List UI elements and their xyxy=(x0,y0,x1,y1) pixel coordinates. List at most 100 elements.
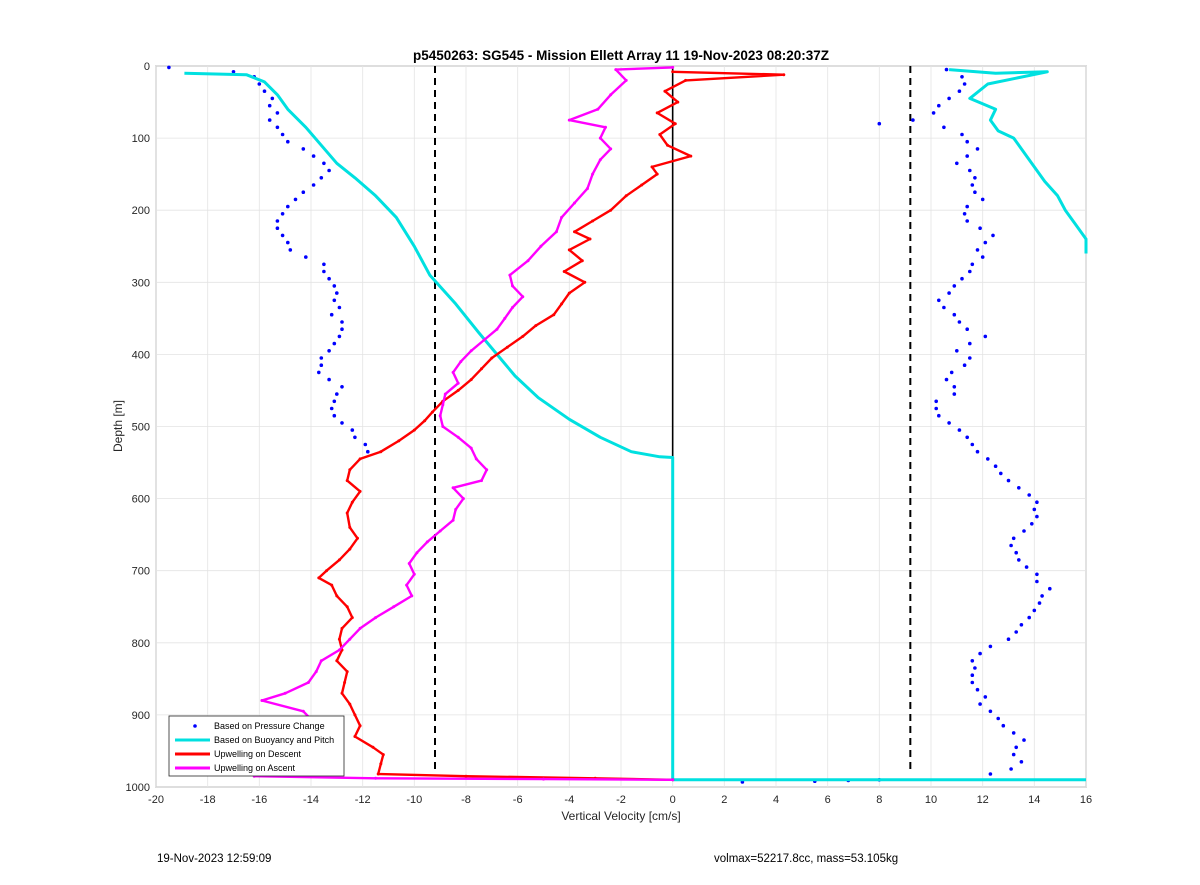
data-point xyxy=(469,349,473,353)
data-point xyxy=(332,341,337,346)
data-point xyxy=(327,377,331,382)
data-point xyxy=(379,762,383,766)
data-point xyxy=(503,316,507,320)
data-point xyxy=(980,197,985,202)
data-point xyxy=(1032,608,1037,613)
data-point xyxy=(329,312,334,317)
x-tick-label: 6 xyxy=(825,794,831,806)
legend-label: Upwelling on Ascent xyxy=(214,763,296,773)
data-point xyxy=(960,132,964,137)
data-point xyxy=(495,327,499,331)
series-line xyxy=(948,68,1088,254)
data-point xyxy=(286,139,290,144)
data-point xyxy=(684,78,688,82)
data-point xyxy=(526,259,530,263)
data-point xyxy=(280,212,285,216)
data-point xyxy=(461,497,465,501)
data-point xyxy=(965,219,969,223)
x-tick-label: -8 xyxy=(461,794,471,806)
data-point xyxy=(567,248,571,252)
data-point xyxy=(1019,760,1024,764)
data-point xyxy=(280,233,285,238)
data-point xyxy=(567,291,571,295)
data-point xyxy=(275,111,280,115)
data-point xyxy=(962,212,967,216)
x-tick-label: 8 xyxy=(876,794,882,806)
data-point xyxy=(968,269,972,274)
series-layer xyxy=(167,65,1088,784)
x-tick-label: -14 xyxy=(303,794,319,806)
data-point xyxy=(539,244,543,248)
data-point xyxy=(591,172,595,176)
data-point xyxy=(1014,745,1018,750)
data-point xyxy=(965,327,969,332)
data-point xyxy=(666,143,669,147)
data-point xyxy=(965,435,969,440)
data-point xyxy=(451,370,455,374)
data-point xyxy=(1014,550,1018,555)
data-point xyxy=(322,161,326,166)
data-point xyxy=(348,468,352,472)
data-point xyxy=(937,103,941,108)
data-point xyxy=(1035,500,1039,505)
data-point xyxy=(275,226,280,230)
data-point xyxy=(1017,486,1021,490)
data-point xyxy=(456,435,460,439)
data-point xyxy=(552,313,556,317)
data-point xyxy=(358,626,362,630)
data-point xyxy=(356,536,359,540)
data-point xyxy=(340,385,344,389)
data-point xyxy=(658,133,662,136)
data-point xyxy=(456,388,460,392)
data-point xyxy=(609,147,613,151)
data-point xyxy=(1006,478,1011,483)
y-axis-label: Depth [m] xyxy=(111,400,125,452)
data-point xyxy=(327,168,331,173)
grid xyxy=(155,65,1087,788)
data-point xyxy=(374,616,378,620)
data-point xyxy=(970,680,975,685)
data-point xyxy=(314,670,318,674)
data-point xyxy=(947,96,951,101)
data-point xyxy=(1035,572,1039,577)
data-point xyxy=(640,183,644,187)
data-point xyxy=(1017,558,1021,562)
y-tick-label: 800 xyxy=(132,638,150,650)
data-point xyxy=(988,644,993,649)
data-point xyxy=(337,334,342,339)
data-point xyxy=(975,687,980,692)
data-point xyxy=(560,302,564,306)
data-point xyxy=(381,753,385,757)
data-point xyxy=(412,428,416,432)
data-point xyxy=(689,154,693,158)
legend-marker xyxy=(193,724,197,728)
x-tick-label: 14 xyxy=(1028,794,1040,806)
data-point xyxy=(970,183,975,187)
data-point xyxy=(345,511,349,515)
data-point xyxy=(960,75,964,79)
data-point xyxy=(655,111,659,115)
data-point xyxy=(596,107,600,111)
data-point xyxy=(353,735,357,738)
data-point xyxy=(262,89,267,93)
data-point xyxy=(405,583,409,587)
data-point xyxy=(952,385,957,389)
chart-title: p5450263: SG545 - Mission Ellett Array 1… xyxy=(413,48,829,63)
footer-glider-params: volmax=52217.8cc, mass=53.105kg xyxy=(714,853,899,865)
y-tick-label: 700 xyxy=(132,566,150,578)
data-point xyxy=(374,776,378,780)
data-point xyxy=(441,403,445,407)
x-tick-label: 4 xyxy=(773,794,779,806)
data-point xyxy=(332,298,337,303)
y-tick-label: 100 xyxy=(132,133,150,145)
data-point xyxy=(663,89,667,93)
data-point xyxy=(167,65,171,70)
data-point xyxy=(337,558,341,562)
data-point xyxy=(301,147,306,151)
data-point xyxy=(573,230,576,234)
data-point xyxy=(412,572,416,576)
data-point xyxy=(609,93,613,97)
data-point xyxy=(438,529,442,533)
legend-label: Based on Pressure Change xyxy=(214,721,325,731)
